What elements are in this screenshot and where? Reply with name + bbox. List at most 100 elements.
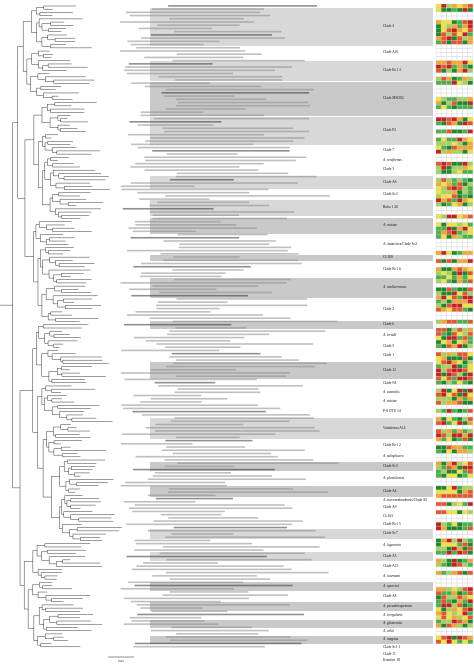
heatmap-cell — [441, 145, 447, 150]
tip-label-text — [152, 214, 240, 216]
tip-label-text — [124, 66, 292, 68]
heatmap-cell — [467, 360, 473, 365]
tip-label-text — [168, 488, 293, 490]
heatmap-cell — [462, 331, 468, 336]
heatmap-cell — [446, 356, 452, 361]
heatmap-cell — [446, 226, 452, 231]
heatmap-cell — [457, 169, 463, 174]
heatmap-cell — [441, 88, 447, 93]
heatmap-cell — [446, 97, 452, 102]
heatmap-cell — [435, 238, 442, 243]
tip-label-text — [176, 172, 289, 175]
heatmap-cell — [451, 64, 457, 69]
heatmap-cell — [451, 498, 457, 503]
heatmap-cell — [467, 627, 473, 632]
heatmap-cell — [435, 125, 442, 130]
heatmap-cell — [446, 566, 452, 571]
tip-label-text — [136, 565, 284, 567]
heatmap-cell — [451, 291, 457, 296]
heatmap-cell — [441, 583, 447, 588]
heatmap-cell — [446, 481, 452, 486]
heatmap-cell — [451, 323, 457, 328]
tip-label-text — [154, 430, 320, 432]
clade-band — [150, 582, 433, 591]
tip-label-text — [157, 24, 240, 27]
heatmap-cell — [457, 437, 463, 442]
heatmap-cell — [467, 16, 473, 21]
heatmap-cell — [435, 469, 442, 474]
heatmap-cell — [435, 388, 442, 393]
tip-label-text — [171, 533, 234, 535]
heatmap-cell — [435, 408, 442, 413]
heatmap-cell — [467, 230, 473, 235]
heatmap-cell — [451, 121, 457, 126]
heatmap-cell — [435, 64, 442, 69]
heatmap-cell — [467, 141, 473, 146]
tip-label-text — [147, 478, 306, 481]
heatmap-cell — [462, 570, 468, 575]
heatmap-cell — [446, 489, 452, 494]
heatmap-cell — [441, 599, 447, 604]
heatmap-cell — [457, 530, 463, 535]
heatmap-cell — [441, 129, 447, 134]
heatmap-cell — [446, 445, 452, 450]
heatmap-cell — [451, 352, 457, 357]
heatmap-cell — [435, 412, 442, 417]
heatmap-cell — [441, 12, 447, 17]
tip-label-text — [133, 468, 275, 471]
heatmap-cell — [462, 429, 468, 434]
heatmap-cell — [435, 97, 442, 102]
heatmap-cell — [435, 465, 442, 470]
heatmap-cell — [435, 384, 442, 389]
heatmap-cell — [441, 190, 447, 195]
heatmap-cell — [462, 84, 468, 89]
heatmap-cell — [457, 222, 463, 227]
clade-label: Clade 12 — [383, 367, 396, 372]
heatmap-cell — [457, 639, 463, 644]
heatmap-cell — [467, 453, 473, 458]
heatmap-cell — [467, 469, 473, 474]
heatmap-cell — [435, 607, 442, 612]
heatmap-cell — [435, 562, 442, 567]
heatmap-cell — [441, 202, 447, 207]
heatmap-cell — [451, 554, 457, 559]
heatmap-cell — [451, 230, 457, 235]
heatmap-cell — [435, 7, 442, 12]
heatmap-cell — [441, 514, 447, 519]
heatmap-cell — [435, 234, 442, 239]
heatmap-cell — [467, 530, 473, 535]
heatmap-cell — [446, 165, 452, 170]
heatmap-cell — [441, 554, 447, 559]
heatmap-cell — [467, 619, 473, 624]
heatmap-cell — [435, 84, 442, 89]
tip-label-text — [135, 311, 211, 313]
heatmap-cell — [451, 303, 457, 308]
clade-label: Clade 2 — [383, 307, 395, 311]
heatmap-cell — [467, 234, 473, 239]
heatmap-cell — [457, 412, 463, 417]
tip-label-text — [121, 404, 258, 406]
heatmap-cell — [457, 336, 463, 341]
heatmap-cell — [435, 259, 442, 264]
heatmap-cell — [435, 510, 442, 515]
heatmap-cell — [451, 331, 457, 336]
heatmap-cell — [451, 510, 457, 515]
heatmap-cell — [435, 603, 442, 608]
tip-label-text — [152, 285, 259, 287]
heatmap-cell — [446, 400, 452, 405]
heatmap-cell — [446, 210, 452, 215]
heatmap-cell — [462, 287, 468, 292]
heatmap-cell — [441, 182, 447, 187]
heatmap-cell — [457, 32, 463, 37]
clade-label: Clade Sc2 — [383, 191, 398, 196]
heatmap-cell — [435, 48, 442, 53]
heatmap-cell — [446, 611, 452, 616]
tip-label-text — [165, 88, 314, 91]
tip-label-text — [159, 291, 272, 294]
heatmap-cell — [435, 246, 442, 251]
tip-label-text — [176, 53, 262, 55]
tip-label-text — [121, 349, 220, 352]
heatmap-cell — [451, 76, 457, 81]
tip-label-text — [165, 439, 253, 442]
heatmap-cell — [462, 303, 468, 308]
